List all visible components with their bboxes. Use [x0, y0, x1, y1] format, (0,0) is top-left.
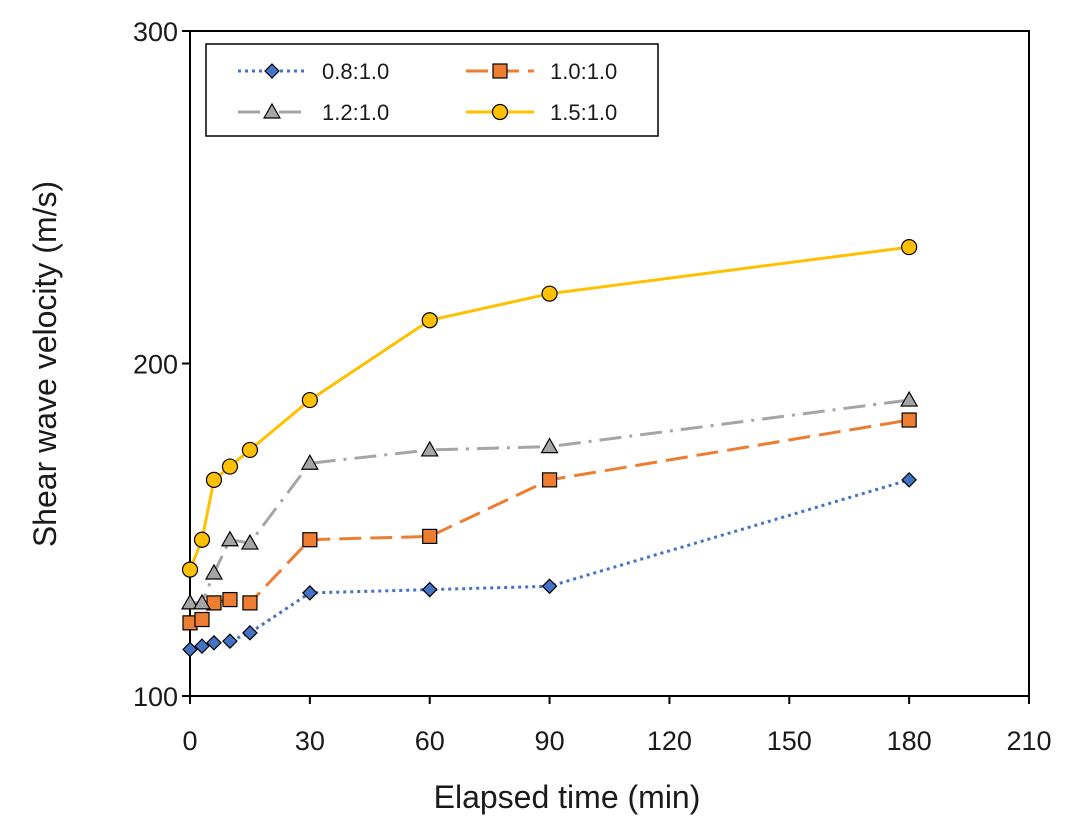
- data-point: [422, 528, 438, 545]
- legend-item: 1.0:1.0: [466, 59, 617, 84]
- data-point: [901, 412, 917, 428]
- data-point: [241, 441, 259, 459]
- y-axis-ticks: 100 200 300: [133, 17, 190, 712]
- data-point: [420, 440, 439, 457]
- data-point: [302, 532, 318, 548]
- legend-item: 1.2:1.0: [238, 100, 389, 125]
- data-point: [300, 454, 319, 470]
- x-tick-label: 210: [1006, 726, 1051, 756]
- legend-label: 1.2:1.0: [322, 100, 389, 125]
- data-point: [900, 390, 919, 407]
- x-tick-label: 120: [647, 726, 692, 756]
- x-tick-label: 180: [887, 726, 932, 756]
- legend-label: 1.5:1.0: [550, 100, 617, 125]
- x-axis-title: Elapsed time (min): [434, 779, 701, 815]
- data-point: [242, 624, 258, 641]
- series-1.5:1.0: [181, 239, 918, 578]
- data-point: [206, 634, 222, 651]
- data-point: [222, 591, 238, 608]
- legend-marker: [492, 63, 508, 79]
- data-point: [901, 239, 918, 256]
- data-point: [302, 585, 318, 601]
- data-point: [541, 578, 558, 595]
- x-tick-label: 30: [295, 726, 325, 756]
- legend-box: [205, 43, 659, 137]
- legend-marker: [264, 63, 280, 79]
- data-point: [180, 593, 200, 610]
- legend: 0.8:1.0 1.0:1.0 1.2:1.0 1.5:1.0: [205, 43, 659, 137]
- data-point: [421, 581, 438, 598]
- data-point: [181, 561, 199, 578]
- x-tick-label: 90: [535, 726, 565, 756]
- legend-marker: [262, 102, 282, 119]
- y-axis-title: Shear wave velocity (m/s): [27, 181, 63, 547]
- x-axis-ticks: 0 30 60 90 120 150 180 210: [182, 696, 1052, 756]
- data-point: [204, 563, 224, 580]
- legend-item: 0.8:1.0: [238, 59, 389, 84]
- plot-area: [189, 30, 1030, 697]
- legend-label: 0.8:1.0: [322, 59, 389, 84]
- data-point: [192, 593, 212, 610]
- data-point: [182, 641, 198, 658]
- data-point: [540, 437, 559, 454]
- series-1.2:1.0: [180, 390, 919, 610]
- y-tick-label: 300: [133, 17, 178, 47]
- data-point: [421, 312, 438, 329]
- x-tick-label: 60: [415, 726, 445, 756]
- data-point: [541, 472, 558, 488]
- legend-item: 1.5:1.0: [466, 100, 617, 125]
- data-point: [220, 530, 239, 547]
- data-point: [301, 391, 318, 409]
- data-point: [193, 531, 211, 548]
- data-point: [194, 638, 210, 654]
- data-point: [242, 595, 258, 611]
- data-point: [222, 633, 238, 649]
- data-point: [240, 533, 259, 550]
- legend-marker: [491, 103, 509, 121]
- data-point: [194, 611, 210, 628]
- x-tick-label: 0: [182, 726, 197, 756]
- legend-label: 1.0:1.0: [550, 59, 617, 84]
- data-point: [205, 471, 223, 488]
- x-tick-label: 150: [767, 726, 812, 756]
- data-point: [221, 458, 239, 475]
- series-layer: [180, 239, 919, 658]
- y-tick-label: 200: [133, 350, 178, 380]
- data-point: [541, 285, 558, 302]
- series-1.0:1.0: [182, 412, 917, 631]
- data-point: [901, 472, 917, 488]
- y-tick-label: 100: [133, 682, 178, 712]
- series-0.8:1.0: [182, 472, 917, 658]
